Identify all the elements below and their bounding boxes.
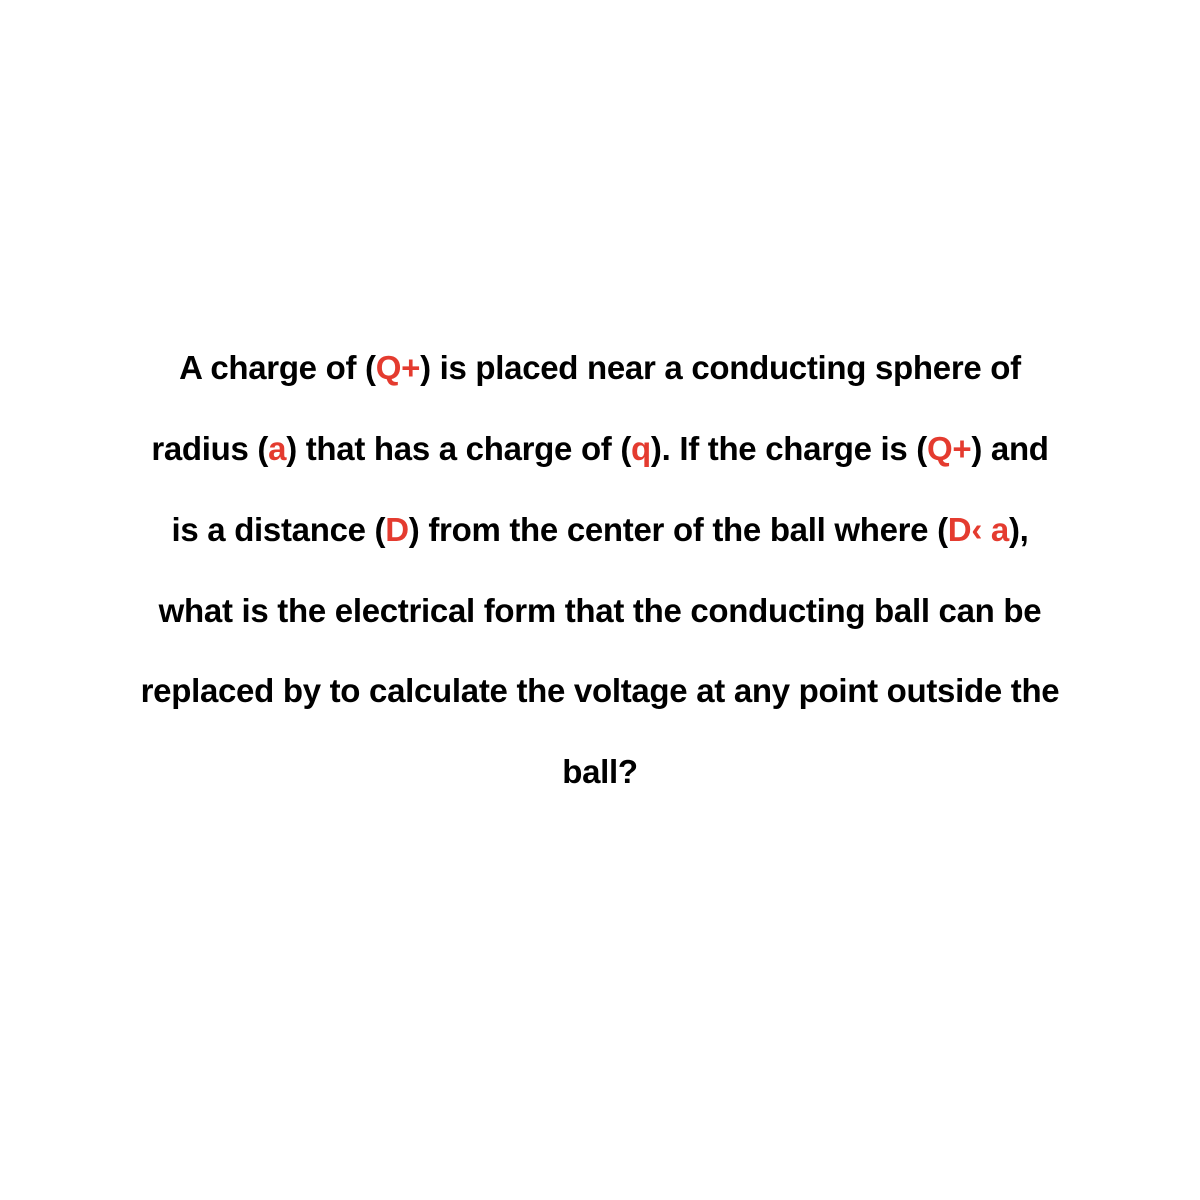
variable-D: D [385, 511, 409, 548]
text-segment: ) from the center of the ball where ( [409, 511, 948, 548]
text-segment: ). If the charge is ( [651, 430, 927, 467]
variable-Q-plus: Q+ [376, 349, 420, 386]
variable-Q-plus: Q+ [927, 430, 971, 467]
variable-q: q [631, 430, 651, 467]
page: A charge of (Q+) is placed near a conduc… [0, 0, 1200, 1200]
variable-a: a [268, 430, 286, 467]
text-segment: ) that has a charge of ( [286, 430, 631, 467]
condition-D-lt-a: D‹ a [948, 511, 1009, 548]
text-segment: ), what is the electrical form that the … [141, 511, 1060, 791]
problem-text: A charge of (Q+) is placed near a conduc… [140, 328, 1060, 813]
text-segment: A charge of ( [179, 349, 376, 386]
